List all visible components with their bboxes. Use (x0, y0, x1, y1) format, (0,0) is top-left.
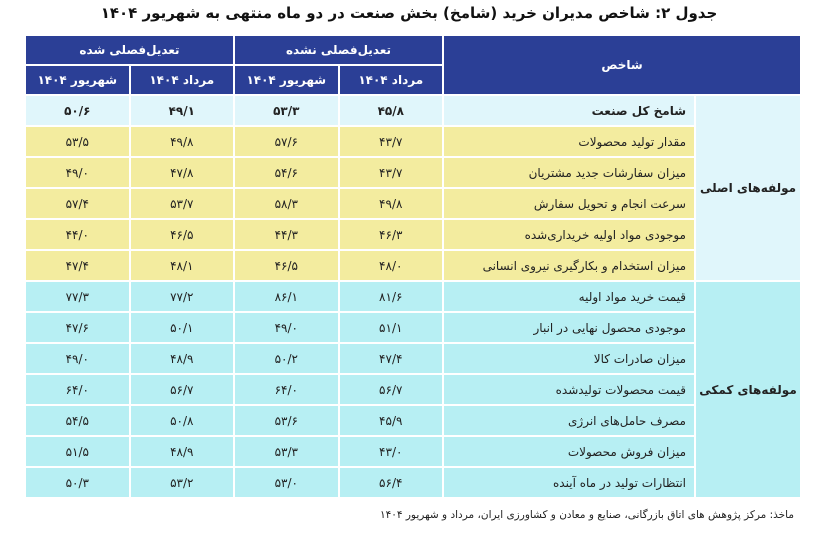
row-label: سرعت انجام و تحویل سفارش (443, 189, 694, 218)
row-label: موجودی مواد اولیه خریداری‌شده (443, 220, 694, 249)
table-row: مصرف حامل‌های انرژی ۴۵/۹ ۵۳/۶ ۵۰/۸ ۵۴/۵ (26, 406, 800, 435)
header-month: مرداد ۱۴۰۴ (130, 66, 234, 94)
value-cell: ۵۶/۷ (339, 375, 442, 404)
header-unadjusted: تعدیل‌فصلی نشده (235, 36, 442, 64)
value-cell: ۵۶/۷ (130, 375, 234, 404)
table-row: قیمت محصولات تولیدشده ۵۶/۷ ۶۴/۰ ۵۶/۷ ۶۴/۰ (26, 375, 800, 404)
value-cell: ۴۸/۹ (130, 437, 234, 466)
value-cell: ۴۳/۷ (339, 127, 442, 156)
value-cell: ۴۶/۳ (339, 220, 442, 249)
row-label: میزان فروش محصولات (443, 437, 694, 466)
header-adjusted: تعدیل‌فصلی شده (26, 36, 234, 64)
value-cell: ۴۹/۰ (26, 158, 129, 187)
value-cell: ۵۴/۶ (235, 158, 338, 187)
row-label: میزان سفارشات جدید مشتریان (443, 158, 694, 187)
row-label: مصرف حامل‌های انرژی (443, 406, 694, 435)
value-cell: ۴۵/۹ (339, 406, 442, 435)
row-label: موجودی محصول نهایی در انبار (443, 313, 694, 342)
table-row: انتظارات تولید در ماه آینده ۵۶/۴ ۵۳/۰ ۵۳/۲ ۵… (26, 468, 800, 497)
value-cell: ۴۸/۹ (130, 344, 234, 373)
source-note: ماخذ: مرکز پژوهش های اتاق بازرگانی، صنای… (379, 509, 794, 521)
value-cell: ۵۰/۱ (130, 313, 234, 342)
row-label: میزان استخدام و بکارگیری نیروی انسانی (443, 251, 694, 280)
value-cell: ۶۴/۰ (235, 375, 338, 404)
value-cell: ۴۴/۳ (235, 220, 338, 249)
header-month: شهریور ۱۴۰۴ (235, 66, 338, 94)
value-cell: ۵۱/۵ (26, 437, 129, 466)
value-cell: ۵۳/۵ (26, 127, 129, 156)
value-cell: ۵۳/۳ (235, 437, 338, 466)
table-row: مولفه‌های کمکی قیمت خرید مواد اولیه ۸۱/۶ ۸۶… (26, 282, 800, 497)
value-cell: ۴۷/۴ (26, 251, 129, 280)
table-row: موجودی محصول نهایی در انبار ۵۱/۱ ۴۹/۰ ۵۰/۱ ۴… (26, 313, 800, 342)
value-cell: ۶۴/۰ (26, 375, 129, 404)
pmi-table: شاخص تعدیل‌فصلی نشده تعدیل‌فصلی شده مردا… (24, 34, 802, 499)
value-cell: ۵۸/۳ (235, 189, 338, 218)
table-row: مقدار تولید محصولات ۴۳/۷ ۵۷/۶ ۴۹/۸ ۵۳/۵ (26, 127, 800, 156)
value-cell: ۴۵/۸ (339, 96, 442, 125)
table-row: مولفه‌های اصلی شامخ کل صنعت ۴۵/۸ ۵۳/۳ ۴۹/۱ ۵۰… (26, 96, 800, 280)
table-title: جدول ۲: شاخص مدیران خرید (شامخ) بخش صنعت… (100, 4, 718, 22)
value-cell: ۷۷/۲ (130, 282, 234, 311)
table-row: میزان استخدام و بکارگیری نیروی انسانی ۴۸/… (26, 251, 800, 280)
value-cell: ۴۳/۷ (339, 158, 442, 187)
value-cell: ۵۰/۲ (235, 344, 338, 373)
value-cell: ۴۶/۵ (235, 251, 338, 280)
row-label: میزان صادرات کالا (443, 344, 694, 373)
row-label: قیمت خرید مواد اولیه (443, 282, 694, 311)
value-cell: ۸۱/۶ (339, 282, 442, 311)
value-cell: ۸۶/۱ (235, 282, 338, 311)
row-label: مقدار تولید محصولات (443, 127, 694, 156)
header-month: شهریور ۱۴۰۴ (26, 66, 129, 94)
value-cell: ۵۴/۵ (26, 406, 129, 435)
value-cell: ۵۳/۰ (235, 468, 338, 497)
value-cell: ۵۷/۶ (235, 127, 338, 156)
value-cell: ۴۹/۸ (339, 189, 442, 218)
value-cell: ۵۰/۸ (130, 406, 234, 435)
value-cell: ۵۶/۴ (339, 468, 442, 497)
table-row: میزان صادرات کالا ۴۷/۴ ۵۰/۲ ۴۸/۹ ۴۹/۰ (26, 344, 800, 373)
row-label: قیمت محصولات تولیدشده (443, 375, 694, 404)
value-cell: ۵۱/۱ (339, 313, 442, 342)
value-cell: ۴۴/۰ (26, 220, 129, 249)
row-label: انتظارات تولید در ماه آینده (443, 468, 694, 497)
group-main: مولفه‌های اصلی (696, 96, 800, 280)
value-cell: ۷۷/۳ (26, 282, 129, 311)
value-cell: ۴۶/۵ (130, 220, 234, 249)
value-cell: ۵۳/۶ (235, 406, 338, 435)
value-cell: ۵۳/۷ (130, 189, 234, 218)
table-row: موجودی مواد اولیه خریداری‌شده ۴۶/۳ ۴۴/۳ ۴۶/… (26, 220, 800, 249)
header-month: مرداد ۱۴۰۴ (339, 66, 442, 94)
value-cell: ۵۳/۳ (235, 96, 338, 125)
value-cell: ۵۰/۳ (26, 468, 129, 497)
value-cell: ۵۰/۶ (26, 96, 129, 125)
value-cell: ۴۷/۸ (130, 158, 234, 187)
value-cell: ۵۷/۴ (26, 189, 129, 218)
value-cell: ۴۸/۱ (130, 251, 234, 280)
group-aux: مولفه‌های کمکی (696, 282, 800, 497)
row-label: شامخ کل صنعت (443, 96, 694, 125)
value-cell: ۴۹/۰ (235, 313, 338, 342)
value-cell: ۵۳/۲ (130, 468, 234, 497)
table-row: میزان فروش محصولات ۴۳/۰ ۵۳/۳ ۴۸/۹ ۵۱/۵ (26, 437, 800, 466)
value-cell: ۴۳/۰ (339, 437, 442, 466)
value-cell: ۴۹/۸ (130, 127, 234, 156)
value-cell: ۴۷/۴ (339, 344, 442, 373)
value-cell: ۴۹/۱ (130, 96, 234, 125)
value-cell: ۴۷/۶ (26, 313, 129, 342)
table-row: سرعت انجام و تحویل سفارش ۴۹/۸ ۵۸/۳ ۵۳/۷ ۵۷/۴ (26, 189, 800, 218)
value-cell: ۴۹/۰ (26, 344, 129, 373)
table-row: میزان سفارشات جدید مشتریان ۴۳/۷ ۵۴/۶ ۴۷/۸ ۴۹… (26, 158, 800, 187)
header-indicator: شاخص (443, 36, 800, 94)
value-cell: ۴۸/۰ (339, 251, 442, 280)
